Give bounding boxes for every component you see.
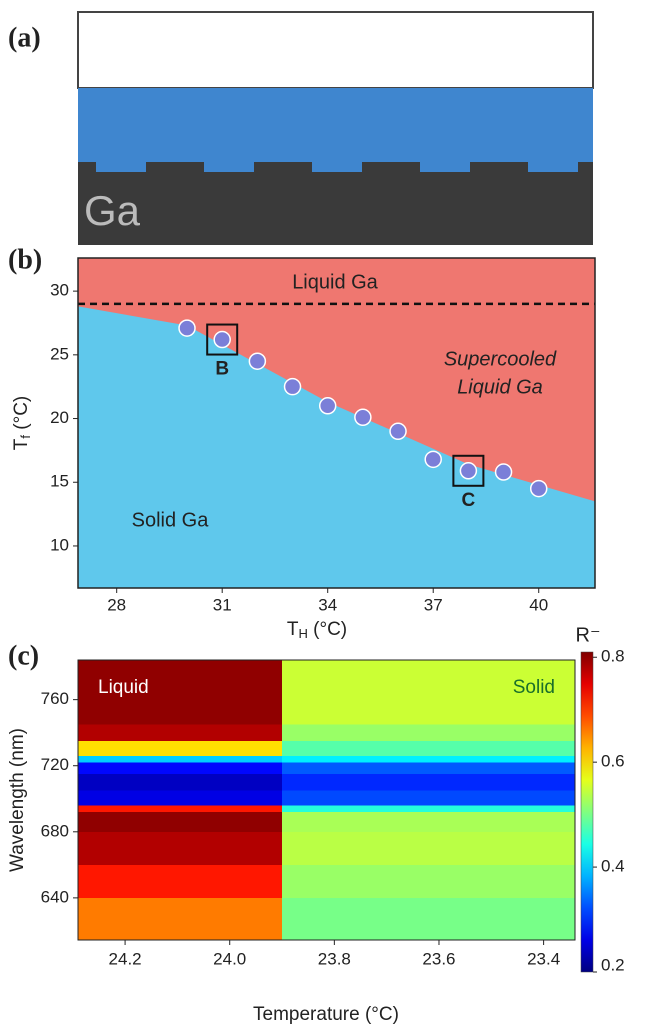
- heat-cell: [78, 740, 283, 756]
- label-part: T: [287, 619, 299, 640]
- point-annotation: C: [462, 490, 476, 511]
- data-point: [354, 408, 372, 427]
- heat-cell: [282, 811, 575, 832]
- data-point: [248, 352, 267, 370]
- heat-cell: [282, 864, 575, 898]
- highlight-box: [452, 454, 485, 487]
- grating-layer: [78, 88, 593, 172]
- region-label: Supercooled: [444, 348, 557, 370]
- y-tick-label: 720: [41, 755, 69, 774]
- data-point: [318, 397, 337, 415]
- heat-cell: [78, 831, 283, 865]
- panel-label: (b): [8, 244, 42, 275]
- x-tick-label: 28: [107, 595, 126, 614]
- x-tick-label: 23.4: [527, 949, 560, 968]
- x-tick-label: 23.8: [318, 949, 351, 968]
- heat-cell: [78, 790, 283, 806]
- label-part: (°C): [11, 396, 32, 435]
- colorbar-title: R⁻: [576, 624, 601, 646]
- data-point: [529, 479, 548, 498]
- top-layer: [77, 11, 594, 89]
- x-tick-label: 24.2: [109, 949, 142, 968]
- data-point: [283, 377, 302, 396]
- data-point: [424, 450, 442, 469]
- region-label: Liquid Ga: [457, 376, 543, 398]
- heat-cell: [78, 724, 283, 741]
- label-part: (°C): [308, 619, 347, 640]
- x-tick-label: 31: [213, 595, 232, 614]
- y-tick-label: 15: [50, 472, 69, 491]
- heat-cell: [282, 897, 575, 940]
- solid-region: [78, 306, 595, 588]
- data-point: [494, 463, 513, 481]
- region-label: Liquid Ga: [292, 271, 378, 293]
- frame: [77, 659, 576, 941]
- colorbar-tick-label: 0.2: [601, 955, 625, 974]
- x-tick-label: 24.0: [213, 949, 246, 968]
- colorbar-tick-label: 0.6: [601, 752, 625, 771]
- heat-cell: [282, 773, 575, 791]
- colorbar: [580, 651, 594, 973]
- heat-cell: [78, 773, 283, 791]
- x-tick-label: 37: [424, 595, 443, 614]
- label-part: f: [18, 435, 33, 439]
- y-tick-label: 680: [41, 821, 69, 840]
- panel-label: (a): [8, 22, 41, 53]
- heat-cell: [282, 660, 575, 725]
- y-tick-label: 640: [41, 887, 69, 906]
- x-tick-label: 34: [318, 595, 337, 614]
- heat-cell: [78, 864, 283, 898]
- colorbar-tick-label: 0.4: [601, 857, 625, 876]
- heat-cell: [78, 755, 283, 763]
- region-label: Solid Ga: [132, 509, 210, 531]
- data-point: [389, 422, 407, 441]
- heat-cell: [78, 762, 283, 774]
- y-tick-label: 25: [50, 344, 69, 363]
- heat-cell: [78, 811, 283, 832]
- x-axis-label: TH (°C): [287, 619, 347, 641]
- highlight-box: [206, 323, 239, 356]
- heat-cell: [282, 805, 575, 812]
- frame: [77, 257, 596, 589]
- y-tick-label: 20: [50, 408, 69, 427]
- heat-cell: [282, 740, 575, 756]
- point-annotation: B: [215, 359, 229, 380]
- y-tick-label: 30: [50, 281, 69, 300]
- label-part: H: [298, 626, 307, 641]
- y-tick-label: 760: [41, 689, 69, 708]
- x-tick-label: 40: [529, 595, 548, 614]
- panel-label: (c): [8, 640, 39, 671]
- x-tick-label: 23.6: [422, 949, 455, 968]
- material-label: Ga: [84, 187, 141, 234]
- data-point: [213, 330, 231, 349]
- diagram: Ga: [77, 11, 594, 245]
- y-tick-label: 10: [50, 535, 69, 554]
- heat-cell: [282, 790, 575, 806]
- colorbar-tick-label: 0.8: [601, 647, 625, 666]
- x-axis-label: Temperature (°C): [253, 1004, 399, 1025]
- heat-cell: [78, 660, 283, 725]
- heat-cell: [282, 755, 575, 763]
- y-axis-label: Tf (°C): [11, 396, 33, 451]
- heat-cell: [78, 897, 283, 940]
- data-point: [178, 319, 196, 337]
- y-axis-label: Wavelength (nm): [7, 728, 28, 872]
- data-point: [459, 462, 478, 480]
- heat-cell: [282, 724, 575, 741]
- label-part: T: [11, 438, 32, 450]
- heat-cell: [282, 762, 575, 774]
- heat-cell: [282, 831, 575, 865]
- region-label: Liquid: [98, 677, 149, 698]
- region-label: Solid: [513, 677, 555, 698]
- heat-cell: [78, 805, 283, 812]
